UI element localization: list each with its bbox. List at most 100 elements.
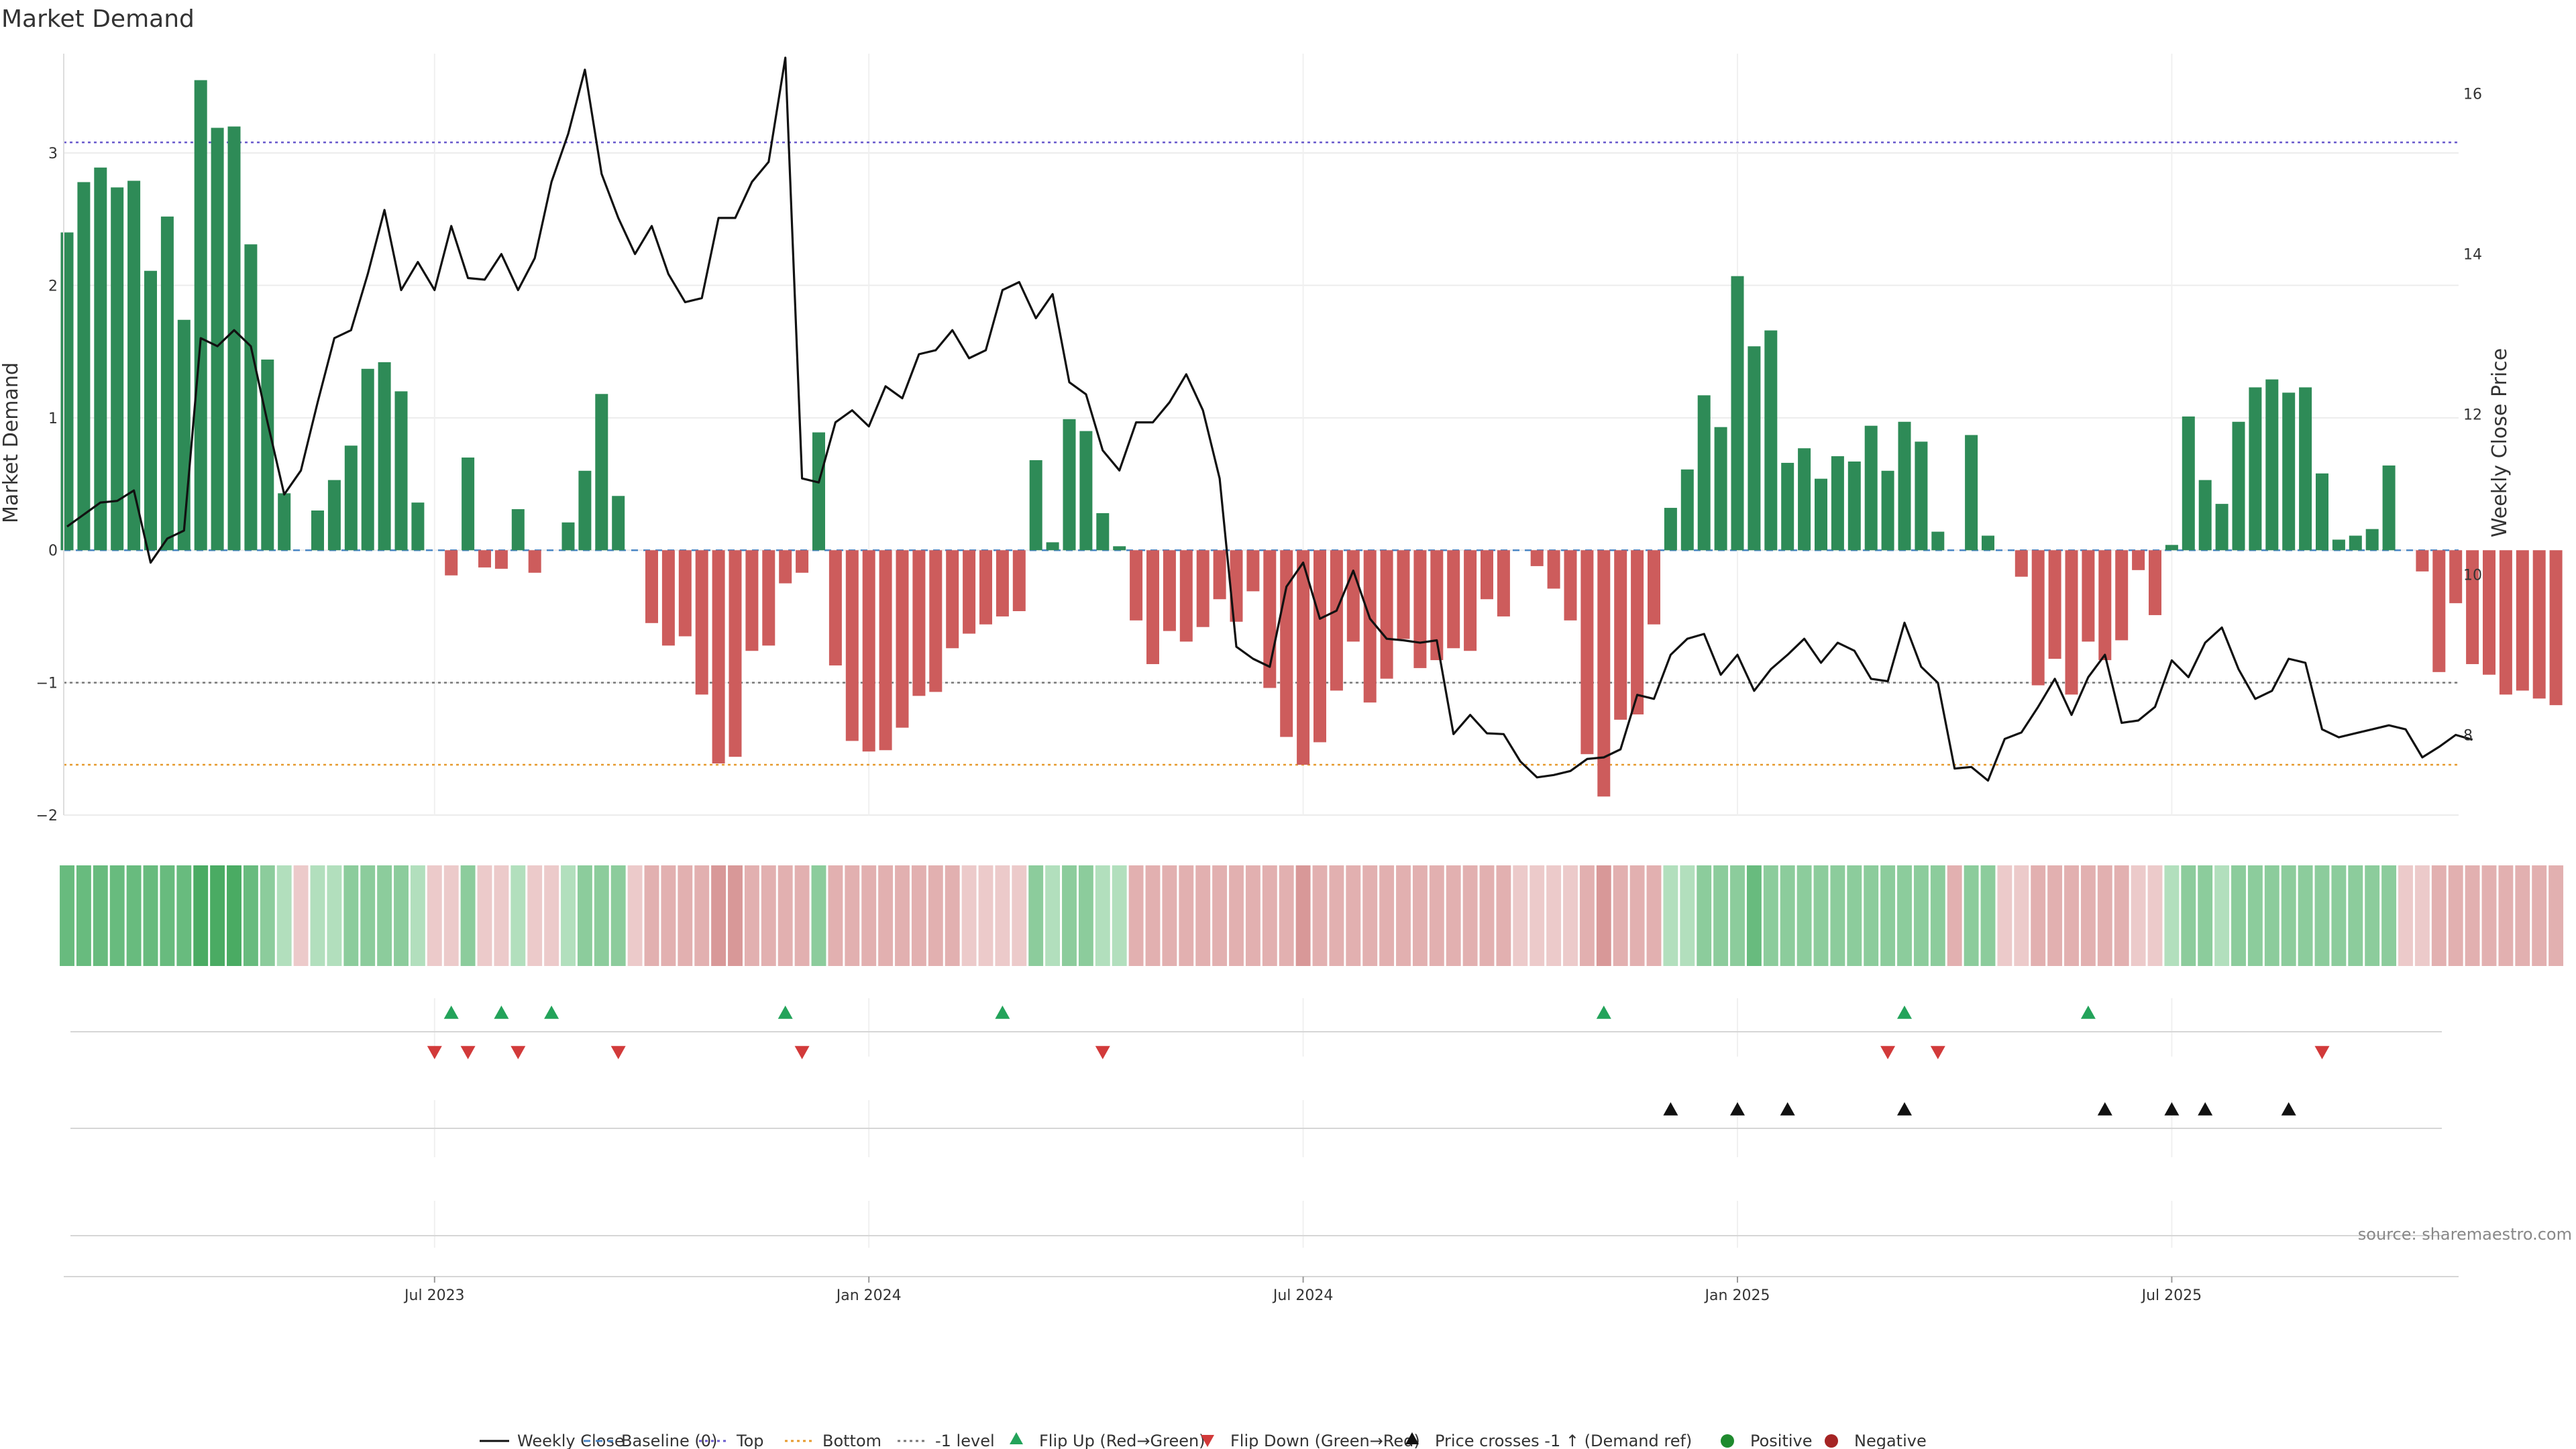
heat-cell (443, 865, 459, 966)
heat-cell (2247, 865, 2263, 966)
legend-label: Bottom (822, 1432, 881, 1449)
heat-cell (2214, 865, 2230, 966)
demand-bar-negative (661, 550, 675, 646)
heat-cell (1847, 865, 1862, 966)
demand-bar-negative (1313, 550, 1326, 743)
heat-cell (1596, 865, 1611, 966)
flip-up-marker (995, 1006, 1010, 1019)
demand-bar-negative (1179, 550, 1193, 642)
flip-down-marker (427, 1046, 442, 1059)
demand-bar-negative (2115, 550, 2129, 641)
demand-bar-negative (2483, 550, 2496, 675)
heat-cell (978, 865, 994, 966)
demand-bar-negative (745, 550, 759, 651)
left-tick-label: 1 (48, 411, 58, 427)
demand-bar-negative (2031, 550, 2045, 686)
demand-bar-negative (1413, 550, 1427, 668)
heat-cell (1880, 865, 1896, 966)
demand-bar-negative (1330, 550, 1343, 691)
heat-cell (1162, 865, 1177, 966)
demand-bar-negative (828, 550, 842, 665)
heat-cell (427, 865, 442, 966)
demand-bar-positive (1982, 535, 1994, 551)
demand-bar-positive (177, 319, 191, 551)
heat-cell (1429, 865, 1444, 966)
x-tick-label: Jul 2025 (2141, 1287, 2202, 1304)
demand-bar-negative (1380, 550, 1393, 679)
legend-swatch-flip-up (1010, 1432, 1023, 1444)
heat-cell (210, 865, 225, 966)
heat-cell (276, 865, 292, 966)
demand-bar-positive (1731, 276, 1744, 551)
heat-cell (2114, 865, 2129, 966)
demand-bar-positive (60, 232, 74, 551)
legend-swatch-negative (1825, 1434, 1838, 1448)
demand-bar-positive (1697, 395, 1711, 551)
heat-cell (2314, 865, 2330, 966)
heat-cell (561, 865, 576, 966)
heat-cell (610, 865, 626, 966)
demand-bar-positive (2182, 416, 2195, 551)
demand-bar-negative (2516, 550, 2529, 691)
demand-bar-negative (729, 550, 742, 757)
weekly-close-line (66, 56, 2473, 782)
demand-bar-negative (712, 550, 725, 764)
flip-down-marker (2314, 1046, 2330, 1059)
heat-cell (777, 865, 793, 966)
demand-bar-positive (127, 180, 141, 551)
right-tick-label: 8 (2463, 728, 2473, 745)
flip-down-marker (794, 1046, 810, 1059)
demand-bar-negative (1163, 550, 1176, 631)
heat-cell (1045, 865, 1061, 966)
right-tick-label: 12 (2463, 407, 2482, 424)
demand-bar-negative (2098, 550, 2112, 661)
demand-bar-negative (1246, 550, 1260, 592)
legend-label: Negative (1854, 1432, 1927, 1449)
price-cross-marker (1663, 1102, 1678, 1116)
left-tick-label: 2 (48, 278, 58, 294)
demand-bar-positive (1680, 469, 1694, 551)
heat-cell (1212, 865, 1228, 966)
demand-bar-positive (1664, 508, 1677, 551)
demand-bar-positive (1881, 470, 1894, 551)
legend-label: Flip Down (Green→Red) (1230, 1432, 1420, 1449)
demand-bar-positive (612, 496, 625, 551)
legend-label: Baseline (0) (621, 1432, 717, 1449)
price-cross-marker (1897, 1102, 1912, 1116)
demand-bar-negative (912, 550, 926, 696)
heat-cell (1713, 865, 1729, 966)
heat-cell (1629, 865, 1645, 966)
heat-cell (394, 865, 409, 966)
legend-label: Flip Up (Red→Green) (1039, 1432, 1205, 1449)
legend-swatch-flip-down (1201, 1435, 1214, 1447)
heat-cell (327, 865, 342, 966)
heat-cell (1613, 865, 1628, 966)
demand-bar-positive (1029, 460, 1042, 551)
demand-bar-positive (1798, 448, 1811, 551)
demand-bar-negative (695, 550, 708, 695)
demand-bar-positive (1898, 421, 1911, 551)
demand-bar-negative (845, 550, 859, 741)
heat-cell (1546, 865, 1562, 966)
demand-bar-positive (2249, 387, 2262, 551)
heat-cell (2014, 865, 2029, 966)
heat-cell (2381, 865, 2397, 966)
x-tick-label: Jan 2025 (1704, 1287, 1770, 1304)
demand-bar-positive (1831, 456, 1844, 551)
demand-bar-positive (344, 445, 358, 551)
right-tick-label: 14 (2463, 247, 2482, 264)
heat-cell (1763, 865, 1778, 966)
left-tick-label: 3 (48, 146, 58, 162)
heat-cell (544, 865, 559, 966)
demand-bar-positive (227, 126, 241, 551)
heat-cell (527, 865, 543, 966)
heat-cell (377, 865, 392, 966)
demand-bar-negative (645, 550, 658, 623)
heat-cell (744, 865, 759, 966)
demand-bar-positive (2265, 379, 2279, 551)
demand-bar-negative (2132, 550, 2145, 570)
heat-cell (1997, 865, 2012, 966)
heat-cell (60, 865, 74, 966)
demand-bar-positive (462, 458, 475, 551)
